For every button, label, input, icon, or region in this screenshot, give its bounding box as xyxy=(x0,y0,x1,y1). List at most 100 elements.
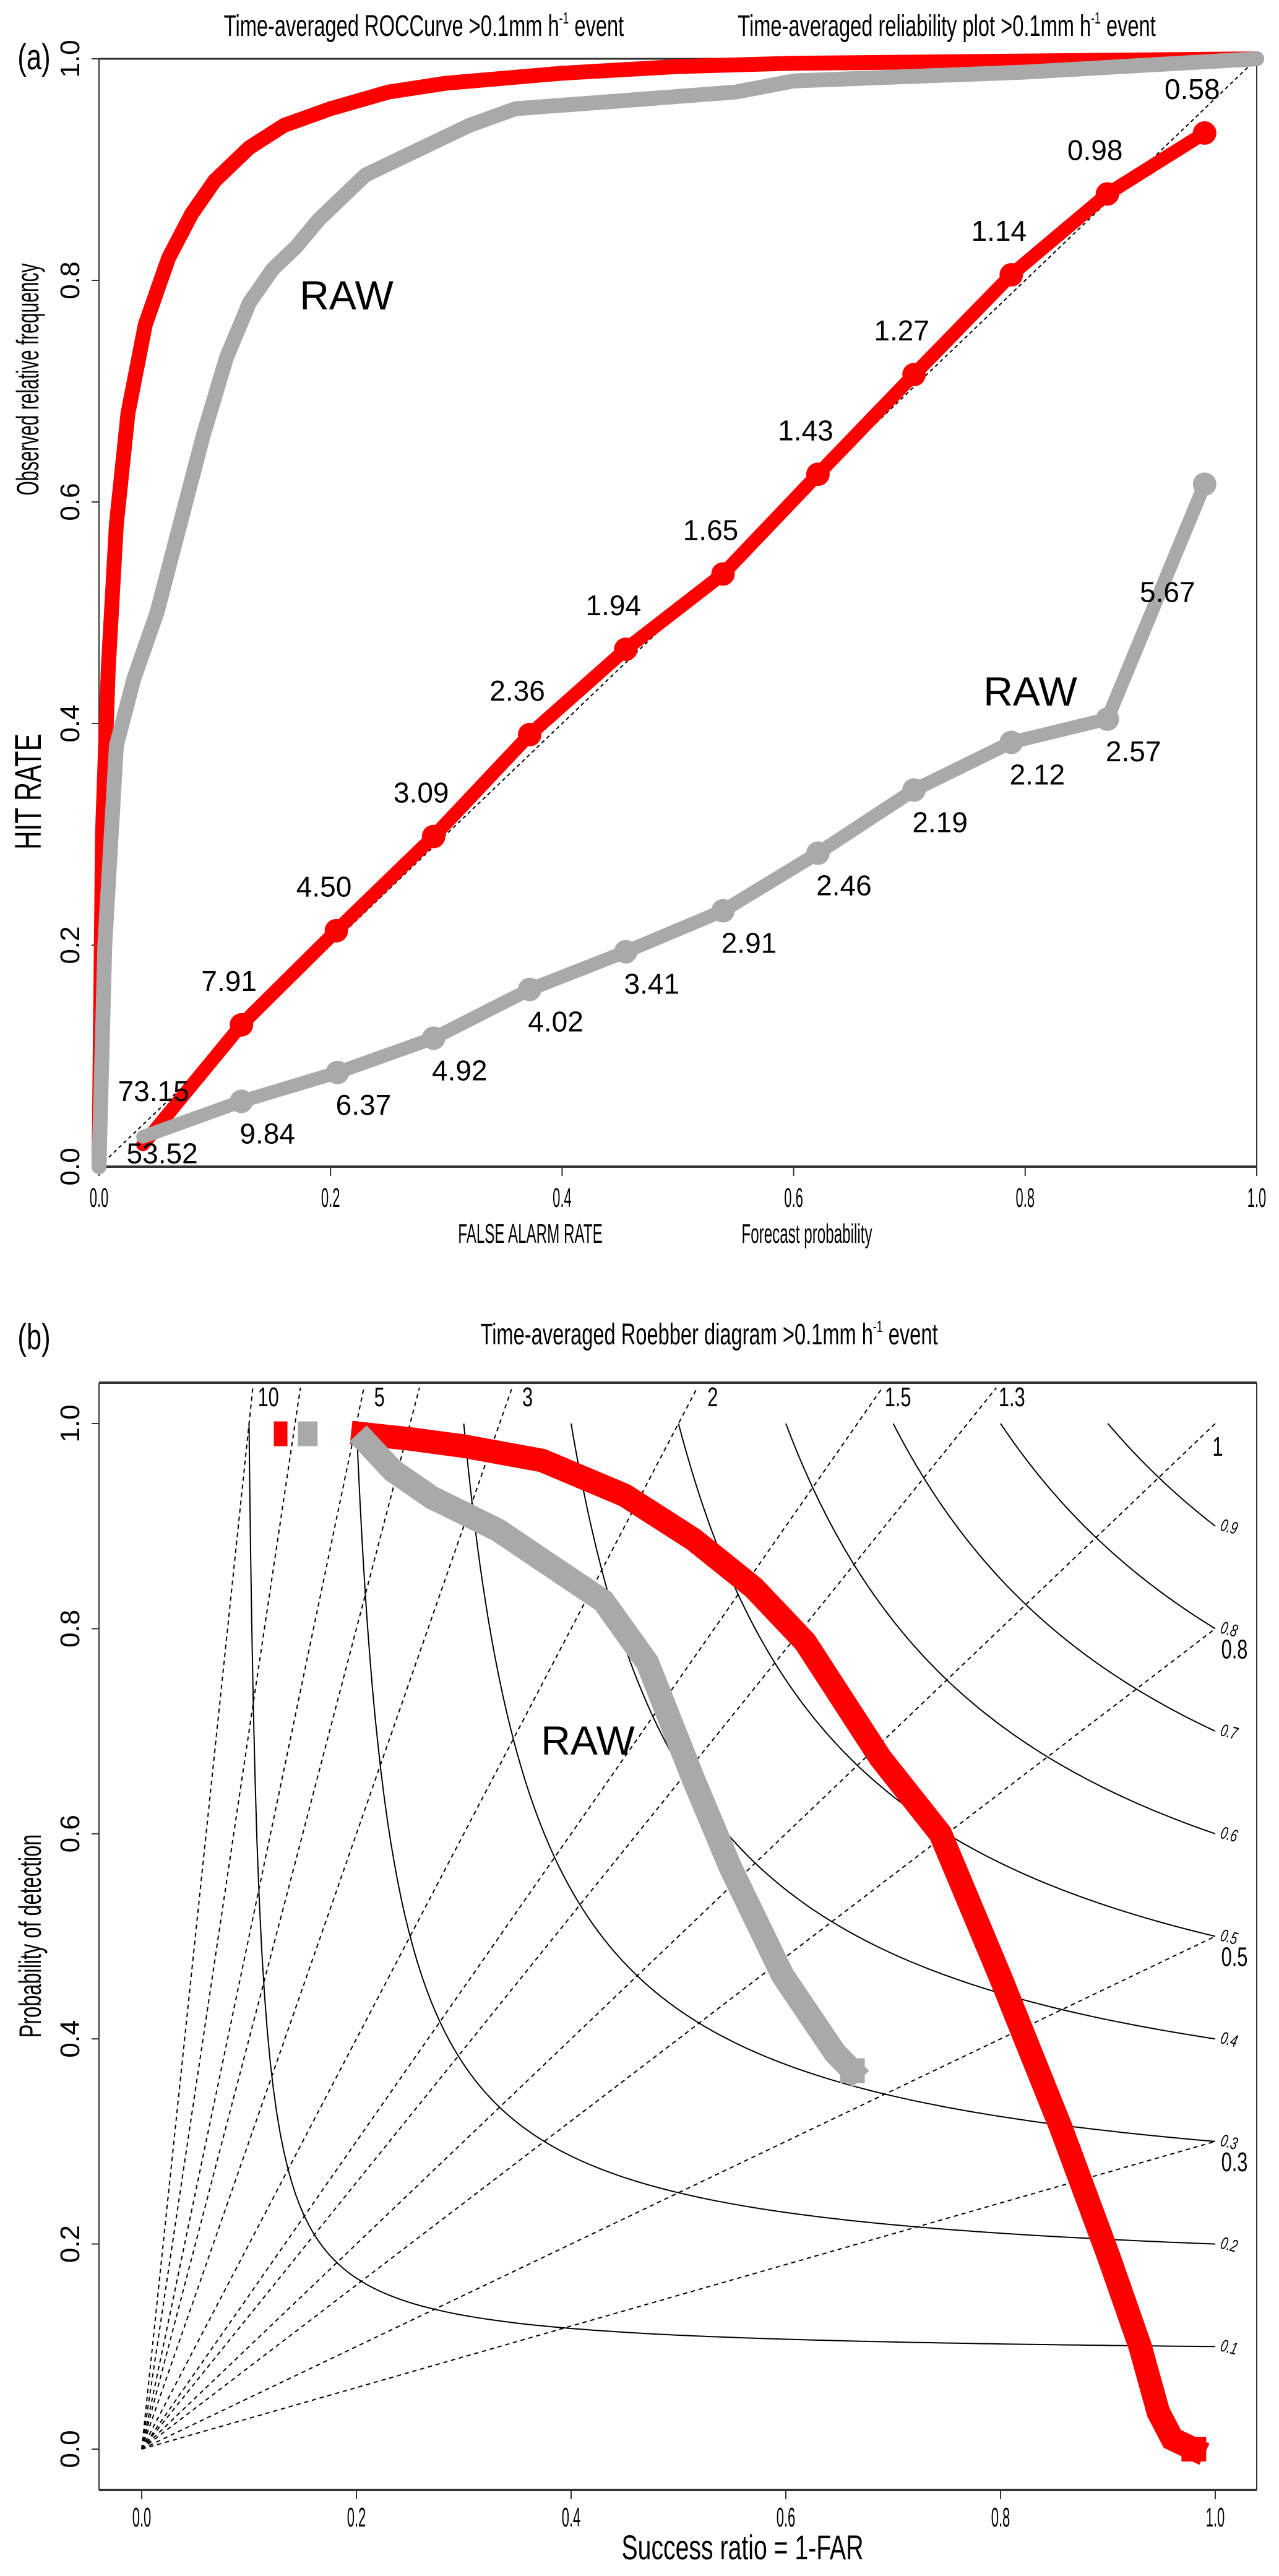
reliability-x-axis-label-group: Forecast probability xyxy=(741,1218,872,1249)
reliability-raw-annotation: RAW xyxy=(983,668,1077,714)
x-tick-label-group: 0.8 xyxy=(1016,1183,1035,1213)
frequency-bias-line xyxy=(141,1387,883,2450)
reliability-point xyxy=(806,841,830,865)
bias-label-group: 1 xyxy=(1212,1432,1223,1463)
panel-b-roebber-diagram: (b) Time-averaged Roebber diagram >0.1mm … xyxy=(13,1317,1257,2567)
reliability-point xyxy=(614,940,638,964)
x-tick-label: 0.4 xyxy=(562,2503,581,2533)
reliability-point-label-group: 4.02 xyxy=(528,1006,584,1038)
reliability-point-label-group: 1.27 xyxy=(874,314,929,347)
bias-label-group: 2 xyxy=(707,1383,718,1413)
roebber-curve-red xyxy=(350,1420,1210,2465)
reliability-point-label-group: 3.41 xyxy=(624,968,680,1000)
y-tick-label: 1.0 xyxy=(55,40,85,77)
reliability-point-label: 3.09 xyxy=(394,777,449,809)
y-tick-label-group: 1.0 xyxy=(55,40,85,77)
roebber-title-superscript: -1 xyxy=(873,1318,883,1336)
frequency-bias-line xyxy=(141,1423,1216,2450)
reliability-point-label-group: 0.58 xyxy=(1165,73,1220,105)
reliability-point-label-group: 1.43 xyxy=(778,414,833,446)
x-tick-label: 0.2 xyxy=(321,1183,340,1213)
reliability-point-label: 4.50 xyxy=(296,871,352,903)
x-tick-label-group: 0.4 xyxy=(562,2503,581,2533)
frequency-bias-line xyxy=(141,1387,997,2450)
x-tick-label-group: 1.0 xyxy=(1206,2503,1225,2533)
bias-label-group: 1.5 xyxy=(885,1383,911,1413)
roc-curve-raw xyxy=(92,51,1264,1174)
reliability-point xyxy=(1095,707,1119,731)
reliability-point-label: 4.92 xyxy=(432,1054,488,1086)
y-tick-label-group: 0.4 xyxy=(55,2020,85,2058)
y-tick-label-group: 1.0 xyxy=(55,1404,85,1442)
reliability-point-label: 2.91 xyxy=(721,927,777,959)
bias-label: 2 xyxy=(707,1383,718,1413)
roc-x-axis-label-group: FALSE ALARM RATE xyxy=(458,1218,603,1249)
reliability-point xyxy=(518,722,542,746)
csi-label: 0.1 xyxy=(1218,2336,1239,2359)
frequency-bias-line xyxy=(141,1387,365,2450)
reliability-y-axis-label-group: Observed relative frequency xyxy=(11,263,45,495)
reliability-x-axis-label: Forecast probability xyxy=(741,1218,872,1249)
reliability-point-label: 9.84 xyxy=(239,1117,295,1149)
frequency-bias-line xyxy=(141,1387,301,2450)
reliability-point-label-group: 2.91 xyxy=(721,927,777,959)
csi-label-group: 0.1 xyxy=(1218,2336,1239,2359)
reliability-point-label-group: 73.15 xyxy=(118,1075,189,1107)
reliability-point-label: 1.43 xyxy=(778,414,833,446)
x-tick-label: 0.4 xyxy=(553,1183,572,1213)
x-tick-label: 0.6 xyxy=(784,1183,803,1213)
reliability-point-label: 2.46 xyxy=(816,869,872,901)
reliability-point-label-group: 7.91 xyxy=(201,965,257,997)
panel-a-roc-reliability: (a)Time-averaged ROCCurve >0.1mm h-1 eve… xyxy=(7,9,1267,1249)
roebber-y-axis-label-group: Probability of detection xyxy=(13,1835,48,2038)
bias-label: 1.3 xyxy=(999,1383,1025,1413)
reliability-point-label: 2.19 xyxy=(912,806,968,838)
x-tick-label-group: 0.4 xyxy=(553,1183,572,1213)
reliability-title: Time-averaged reliability plot >0.1mm h-… xyxy=(738,9,1156,43)
reliability-point-label: 1.94 xyxy=(586,589,642,621)
x-tick-label: 0.0 xyxy=(90,1183,109,1213)
x-tick-label-group: 0.2 xyxy=(321,1183,340,1213)
reliability-point xyxy=(711,562,735,586)
reliability-point-label-group: 4.92 xyxy=(432,1054,488,1086)
frequency-bias-line xyxy=(141,1387,420,2450)
csi-line xyxy=(248,1423,1216,2348)
reliability-title-main: Time-averaged reliability plot >0.1mm h xyxy=(738,9,1091,43)
reliability-point-label-group: 2.19 xyxy=(912,806,968,838)
reliability-point-label-group: 3.09 xyxy=(394,777,449,809)
roc-title-group: Time-averaged ROCCurve >0.1mm h-1 event xyxy=(224,9,624,43)
reliability-point-label-group: 2.36 xyxy=(489,675,545,707)
frequency-bias-line xyxy=(141,1387,513,2450)
reliability-title-group: Time-averaged reliability plot >0.1mm h-… xyxy=(738,9,1156,43)
reliability-point xyxy=(806,462,830,486)
csi-label-group: 0.2 xyxy=(1218,2234,1240,2257)
csi-line xyxy=(1107,1423,1216,1527)
y-tick-label: 0.6 xyxy=(55,1815,85,1852)
csi-line xyxy=(678,1423,1216,1937)
roebber-title: Time-averaged Roebber diagram >0.1mm h-1… xyxy=(480,1318,938,1351)
csi-label: 0.2 xyxy=(1218,2234,1240,2257)
reliability-point-label-group: 2.57 xyxy=(1106,735,1161,767)
frequency-bias-line xyxy=(141,2140,1216,2450)
reliability-point xyxy=(518,977,542,1001)
reliability-point-label-group: 1.65 xyxy=(683,514,739,546)
csi-label: 0.9 xyxy=(1218,1516,1239,1539)
reliability-point-label: 1.14 xyxy=(971,215,1027,247)
reliability-point xyxy=(902,778,926,802)
y-tick-label: 0.4 xyxy=(55,2020,85,2058)
reliability-point-label: 2.12 xyxy=(1010,758,1066,790)
bias-label: 0.5 xyxy=(1221,1942,1248,1973)
roc-x-axis-label: FALSE ALARM RATE xyxy=(458,1218,603,1249)
y-tick-label-group: 0.0 xyxy=(55,1148,85,1185)
frequency-bias-line xyxy=(141,1387,254,2450)
x-tick-label-group: 0.8 xyxy=(991,2503,1010,2533)
x-tick-label-group: 0.6 xyxy=(784,1183,803,1213)
reliability-point-label-group: 9.84 xyxy=(239,1117,295,1149)
bias-label: 0.3 xyxy=(1221,2148,1248,2178)
reliability-point-label: 1.65 xyxy=(683,514,739,546)
panel-label-b-group: (b) xyxy=(17,1317,50,1357)
reliability-point-label: 1.27 xyxy=(874,314,929,347)
x-tick-label-group: 0.0 xyxy=(90,1183,109,1213)
csi-line xyxy=(1000,1423,1216,1630)
